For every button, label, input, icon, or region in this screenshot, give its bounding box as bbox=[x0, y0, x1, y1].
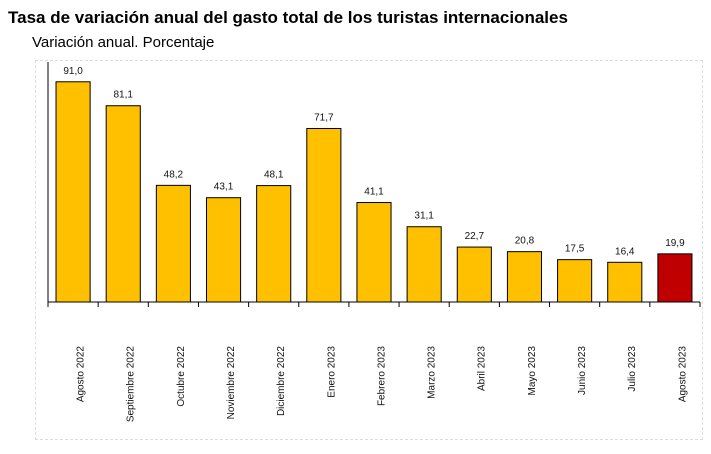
x-tick-label: Abril 2023 bbox=[477, 346, 488, 391]
bar bbox=[155, 184, 191, 303]
data-label: 19,9 bbox=[665, 238, 685, 249]
data-label: 43,1 bbox=[214, 182, 234, 193]
data-label: 48,2 bbox=[164, 169, 184, 180]
x-tick-label: Octubre 2022 bbox=[176, 346, 187, 407]
data-label: 16,4 bbox=[615, 246, 635, 257]
bar bbox=[557, 259, 593, 303]
data-label: 91,0 bbox=[63, 66, 83, 77]
bar bbox=[406, 226, 442, 303]
bar bbox=[657, 253, 693, 303]
bar bbox=[256, 185, 292, 303]
data-label: 48,1 bbox=[264, 170, 284, 181]
x-tick-label: Diciembre 2022 bbox=[276, 346, 287, 416]
x-tick-label: Febrero 2023 bbox=[376, 346, 387, 406]
x-tick-label: Marzo 2023 bbox=[427, 346, 438, 399]
bar bbox=[205, 197, 242, 303]
bar bbox=[356, 202, 392, 303]
bar bbox=[506, 251, 543, 303]
x-tick-label: Julio 2023 bbox=[627, 346, 638, 392]
x-tick-label: Enero 2023 bbox=[326, 346, 337, 398]
data-label: 31,1 bbox=[414, 211, 434, 222]
bar bbox=[105, 105, 141, 303]
data-label: 20,8 bbox=[515, 236, 535, 247]
data-label: 17,5 bbox=[565, 244, 585, 255]
bar bbox=[456, 246, 492, 303]
x-tick-label: Agosto 2022 bbox=[75, 346, 86, 403]
x-tick-label: Mayo 2023 bbox=[527, 346, 538, 396]
bar bbox=[306, 127, 342, 303]
chart-frame bbox=[35, 60, 703, 440]
x-tick-label: Noviembre 2022 bbox=[226, 346, 237, 420]
chart-title: Tasa de variación anual del gasto total … bbox=[8, 8, 568, 27]
x-tick-label: Agosto 2023 bbox=[677, 346, 688, 403]
bar bbox=[55, 81, 91, 303]
x-tick-label: Septiembre 2022 bbox=[126, 346, 137, 423]
data-label: 71,7 bbox=[314, 112, 334, 123]
data-label: 81,1 bbox=[113, 90, 133, 101]
bar bbox=[607, 261, 643, 303]
data-label: 41,1 bbox=[364, 187, 384, 198]
chart-subtitle: Variación anual. Porcentaje bbox=[32, 34, 215, 51]
data-label: 22,7 bbox=[465, 231, 485, 242]
x-tick-label: Junio 2023 bbox=[577, 346, 588, 395]
